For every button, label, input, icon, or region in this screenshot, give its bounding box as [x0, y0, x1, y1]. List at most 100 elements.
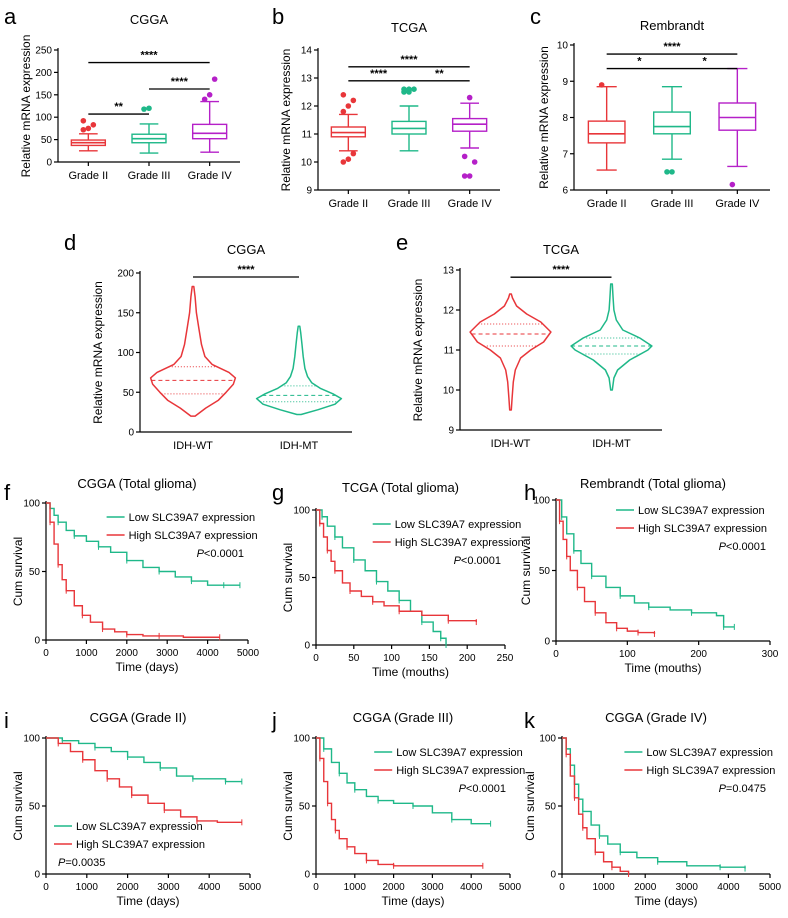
y-axis-label: Relative mRNA expression	[279, 49, 293, 192]
y-tick-label: 0	[34, 870, 40, 881]
y-tick-label: 0	[304, 641, 310, 652]
outlier-point	[350, 97, 357, 104]
box-iqr	[191, 123, 228, 140]
y-axis-label: Cum survival	[523, 771, 537, 840]
y-tick-label: 10	[443, 386, 455, 397]
p-symbol: P	[719, 541, 727, 553]
km-series-low	[316, 737, 492, 827]
y-tick-label: 200	[117, 269, 134, 280]
outlier-point	[669, 169, 675, 175]
y-tick-label: 100	[117, 348, 134, 359]
x-category-label: Grade II	[68, 170, 108, 182]
chart-title: CGGA	[130, 12, 169, 27]
survival-curve	[46, 502, 240, 586]
box-0	[587, 82, 626, 171]
x-tick-label: 1000	[592, 882, 615, 893]
x-tick-label: 3000	[421, 882, 444, 893]
y-tick-label: 9	[306, 186, 312, 197]
km-series-high	[556, 499, 656, 637]
y-tick-label: 7	[562, 149, 568, 160]
panel-label: f	[4, 480, 11, 505]
chart-title: CGGA	[227, 242, 266, 257]
y-tick-label: 12	[443, 306, 455, 317]
x-tick-label: 2000	[382, 882, 405, 893]
y-axis-label: Cum survival	[281, 771, 295, 840]
p-symbol: P	[719, 783, 727, 795]
x-tick-label: 2000	[116, 648, 139, 659]
y-axis-label: Cum survival	[519, 536, 533, 605]
km-series-high	[46, 502, 221, 641]
x-tick-label: 300	[762, 649, 779, 660]
x-tick-label: 150	[421, 653, 438, 664]
km-series-high	[316, 509, 477, 626]
box-0	[70, 117, 107, 152]
chart-title: TCGA	[543, 242, 579, 257]
y-axis-label: Cum survival	[11, 771, 25, 840]
p-value-label: P=0.0035	[58, 857, 105, 869]
x-tick-label: 1000	[75, 648, 98, 659]
y-tick-label: 6	[562, 186, 568, 197]
y-tick-label: 0	[544, 637, 550, 648]
y-tick-label: 0	[304, 870, 310, 881]
panel-label: b	[272, 4, 284, 29]
y-tick-label: 50	[299, 573, 311, 584]
x-axis-label: Time (days)	[117, 894, 180, 908]
y-axis-label: Cum survival	[281, 543, 295, 612]
outlier-point	[461, 153, 468, 160]
significance-label: *	[637, 56, 642, 68]
chart-title: CGGA (Grade III)	[353, 710, 453, 725]
y-tick-label: 50	[299, 802, 311, 813]
p-symbol: P	[459, 783, 467, 795]
survival-curve	[316, 737, 483, 867]
legend-entry: High SLC39A7 expression	[395, 537, 524, 549]
outlier-point	[345, 156, 352, 162]
x-tick-label: 100	[619, 649, 636, 660]
y-tick-label: 13	[301, 74, 313, 85]
x-tick-label: 100	[383, 653, 400, 664]
box-2	[191, 76, 228, 153]
x-category-label: IDH-MT	[280, 440, 319, 452]
legend-entry: Low SLC39A7 expression	[129, 512, 256, 524]
panel-label: k	[524, 708, 536, 733]
outlier-point	[141, 106, 147, 112]
panel-d: d CGGA Relative mRNA expression 0 50 100 150 20…	[64, 230, 352, 452]
x-category-label: Grade II	[328, 198, 368, 210]
y-tick-label: 100	[533, 496, 550, 507]
x-category-label: Grade III	[128, 170, 171, 182]
panel-a: a CGGA Relative mRNA expression 0 50 100 150 20…	[4, 4, 240, 182]
legend-entry: High SLC39A7 expression	[76, 839, 205, 851]
outlier-point	[411, 86, 417, 92]
x-tick-label: 5000	[237, 648, 260, 659]
x-category-label: Grade III	[651, 198, 694, 210]
x-category-label: Grade IV	[188, 170, 233, 182]
x-tick-label: 0	[553, 649, 559, 660]
p-value-label: P<0.0001	[719, 541, 766, 553]
p-value: <0.0001	[461, 555, 501, 567]
significance-label: ****	[171, 76, 189, 88]
y-tick-label: 50	[41, 135, 53, 146]
p-value-label: P<0.0001	[459, 783, 506, 795]
significance-label: ****	[370, 68, 388, 80]
km-series-low	[316, 509, 447, 648]
outlier-point	[80, 126, 87, 133]
outlier-point	[466, 173, 473, 179]
x-tick-label: 5000	[239, 882, 262, 893]
y-tick-label: 100	[23, 499, 40, 510]
x-tick-label: 1000	[76, 882, 99, 893]
x-axis-label: Time (days)	[116, 660, 179, 674]
x-axis-label: Time (mouths)	[625, 661, 702, 675]
box-iqr	[653, 111, 691, 135]
outlier-point	[80, 117, 87, 124]
y-tick-label: 11	[302, 130, 313, 141]
violin-0	[469, 293, 552, 411]
significance-label: ****	[552, 264, 570, 276]
x-tick-label: 3000	[156, 648, 179, 659]
panel-b: b TCGA Relative mRNA expression 9 10 11 12 13 14…	[272, 4, 500, 210]
outlier-point	[461, 173, 468, 179]
y-tick-label: 10	[557, 41, 569, 52]
y-tick-label: 14	[301, 46, 313, 57]
legend-entry: High SLC39A7 expression	[646, 765, 775, 777]
y-tick-label: 13	[443, 266, 455, 277]
